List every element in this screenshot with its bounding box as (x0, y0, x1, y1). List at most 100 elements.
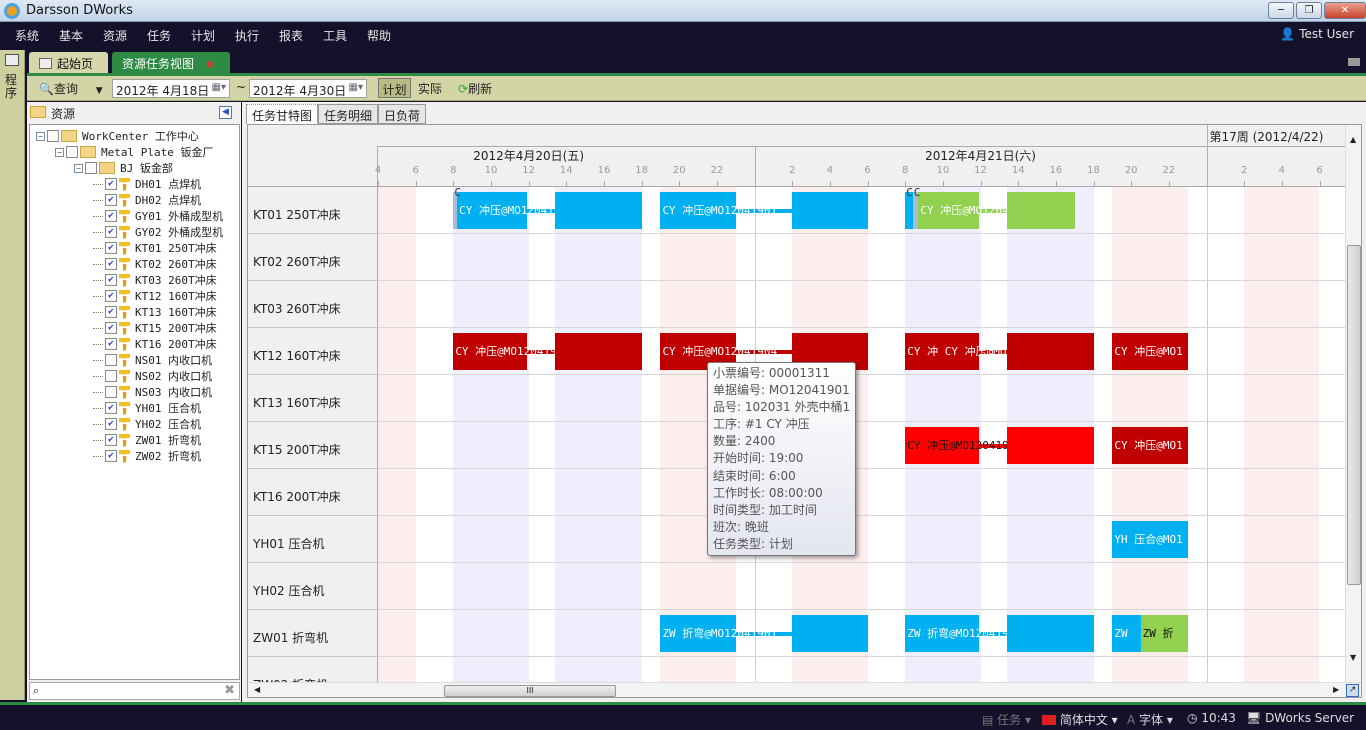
expand-toggle-icon[interactable]: − (74, 163, 83, 173)
task-bar[interactable] (1006, 192, 1075, 229)
plan-toggle[interactable]: 计划 (378, 78, 411, 98)
tree-node[interactable]: − Metal Plate 钣金厂 (55, 144, 213, 160)
checkbox[interactable]: ✔ (105, 322, 117, 334)
task-bar[interactable]: CY 冲压@MO12041901 (660, 192, 777, 229)
actual-toggle[interactable]: 实际 (418, 82, 443, 96)
user-menu[interactable]: 👤 Test User (1280, 27, 1354, 41)
task-bar[interactable]: YH 压合@MO1 (1112, 521, 1188, 558)
refresh-button[interactable]: ⟳刷新 (458, 80, 492, 97)
tree-node[interactable]: − WorkCenter 工作中心 (36, 128, 199, 144)
scroll-down-icon[interactable]: ▼ (1350, 653, 1357, 662)
tab-close-icon[interactable]: ✖ (205, 60, 215, 71)
checkbox[interactable] (47, 130, 59, 142)
tree-node[interactable]: ✔ YH02 压合机 (93, 416, 201, 432)
font-dropdown[interactable]: A 字体 ▾ (1127, 713, 1173, 727)
tab-task-detail[interactable]: 任务明细 (318, 104, 379, 124)
task-bar[interactable]: C (905, 187, 913, 229)
query-button[interactable]: 🔍查询 ▼ (39, 80, 103, 97)
tree-node[interactable]: − BJ 钣金部 (74, 160, 173, 176)
menu-item[interactable]: 资源 (103, 29, 128, 43)
task-bar[interactable] (1006, 333, 1094, 370)
tree-node[interactable]: ✔ GY02 外桶成型机 (93, 224, 223, 240)
scroll-right-icon[interactable]: ▶ (1333, 685, 1340, 694)
tree-node[interactable]: NS02 内收口机 (93, 368, 212, 384)
vertical-scrollbar[interactable]: ▲ ▼ (1345, 125, 1361, 682)
checkbox[interactable] (85, 162, 97, 174)
tab-resource-task-view[interactable]: 资源任务视图 ✖ (112, 52, 230, 74)
scroll-up-icon[interactable]: ▲ (1350, 135, 1357, 144)
menu-item[interactable]: 报表 (279, 29, 304, 43)
checkbox[interactable]: ✔ (105, 210, 117, 222)
resource-row-label[interactable]: KT02 260T冲床 (248, 234, 378, 281)
gantt-task-area[interactable]: C CY 冲压@MO12041901 CY 冲压@MO12041901 C C CY 冲压… (378, 187, 1345, 682)
checkbox[interactable]: ✔ (105, 194, 117, 206)
resource-row-label[interactable]: YH02 压合机 (248, 563, 378, 610)
checkbox[interactable]: ✔ (105, 434, 117, 446)
checkbox[interactable]: ✔ (105, 418, 117, 430)
tree-node[interactable]: NS01 内收口机 (93, 352, 212, 368)
tree-node[interactable]: ✔ ZW01 折弯机 (93, 432, 201, 448)
resource-search-input[interactable]: ⌕ ✖ (29, 682, 240, 700)
checkbox[interactable]: ✔ (105, 274, 117, 286)
tree-node[interactable]: ✔ KT01 250T冲床 (93, 240, 217, 256)
horizontal-scroll-thumb[interactable]: III (444, 685, 616, 697)
vertical-scroll-thumb[interactable] (1347, 245, 1361, 585)
task-bar[interactable]: ZW 折弯@MO12041901 (660, 615, 777, 652)
task-bar[interactable]: CY 冲压@MO12041903 (905, 427, 1022, 464)
task-bar[interactable] (555, 192, 642, 229)
menu-item[interactable]: 帮助 (367, 29, 392, 43)
task-bar[interactable]: CY 冲压@MO1 (1112, 427, 1188, 464)
tree-node[interactable]: NS03 内收口机 (93, 384, 212, 400)
checkbox[interactable]: ✔ (105, 306, 117, 318)
tree-node[interactable]: ✔ YH01 压合机 (93, 400, 201, 416)
resource-row-label[interactable]: KT01 250T冲床 (248, 187, 378, 234)
task-bar[interactable] (792, 192, 868, 229)
program-side-strip[interactable]: 程序 (0, 50, 25, 700)
scroll-left-icon[interactable]: ◀ (254, 685, 261, 694)
expand-icon[interactable]: ↗ (1346, 684, 1359, 697)
checkbox[interactable]: ✔ (105, 242, 117, 254)
clear-search-icon[interactable]: ✖ (224, 683, 235, 698)
checkbox[interactable] (105, 370, 117, 382)
checkbox[interactable]: ✔ (105, 338, 117, 350)
checkbox[interactable]: ✔ (105, 258, 117, 270)
task-bar[interactable]: CY 冲 CY 冲压@MO12041904 (905, 333, 1059, 370)
tree-node[interactable]: ✔ KT13 160T冲床 (93, 304, 217, 320)
menu-item[interactable]: 计划 (191, 29, 216, 43)
calendar-dropdown-icon[interactable]: ▦▾ (348, 82, 363, 93)
resource-row-label[interactable]: KT12 160T冲床 (248, 328, 378, 375)
resource-row-label[interactable]: KT03 260T冲床 (248, 281, 378, 328)
task-bar[interactable]: CY 冲压@MO12041901 (457, 192, 574, 229)
tree-node[interactable]: ✔ GY01 外桶成型机 (93, 208, 223, 224)
tree-node[interactable]: ✔ KT12 160T冲床 (93, 288, 217, 304)
tree-node[interactable]: ✔ KT03 260T冲床 (93, 272, 217, 288)
menu-item[interactable]: 执行 (235, 29, 260, 43)
tree-node[interactable]: ✔ DH02 点焊机 (93, 192, 201, 208)
resource-row-label[interactable]: YH01 压合机 (248, 516, 378, 563)
checkbox[interactable]: ✔ (105, 178, 117, 190)
language-dropdown[interactable]: 简体中文 ▾ (1042, 711, 1118, 728)
collapse-panel-button[interactable]: ◀ (219, 106, 232, 119)
menu-item[interactable]: 基本 (59, 29, 84, 43)
task-bar[interactable] (1006, 427, 1094, 464)
task-bar[interactable]: CY 冲压@MO12041904 (453, 333, 570, 370)
panel-pin-icon[interactable] (1348, 58, 1360, 66)
chevron-down-icon[interactable]: ▼ (95, 86, 103, 96)
checkbox[interactable] (105, 354, 117, 366)
tree-node[interactable]: ✔ KT02 260T冲床 (93, 256, 217, 272)
task-bar[interactable] (792, 615, 868, 652)
task-bar[interactable] (555, 333, 642, 370)
checkbox[interactable] (66, 146, 78, 158)
task-bar[interactable] (1006, 615, 1094, 652)
task-bar[interactable]: CY 冲压@MO12041902 (918, 192, 1035, 229)
tab-gantt[interactable]: 任务甘特图 (246, 104, 319, 124)
tab-daily-load[interactable]: 日负荷 (378, 104, 427, 124)
resource-row-label[interactable]: KT16 200T冲床 (248, 469, 378, 516)
task-bar[interactable]: CY 冲压@MO1 (1112, 333, 1188, 370)
task-bar[interactable]: ZW (1112, 615, 1141, 652)
tree-node[interactable]: ✔ DH01 点焊机 (93, 176, 201, 192)
checkbox[interactable]: ✔ (105, 450, 117, 462)
task-status-dropdown[interactable]: ▤ 任务 ▾ (982, 713, 1032, 727)
tree-node[interactable]: ✔ ZW02 折弯机 (93, 448, 201, 464)
date-from-field[interactable]: 2012年 4月18日 ▦▾ (112, 79, 230, 98)
